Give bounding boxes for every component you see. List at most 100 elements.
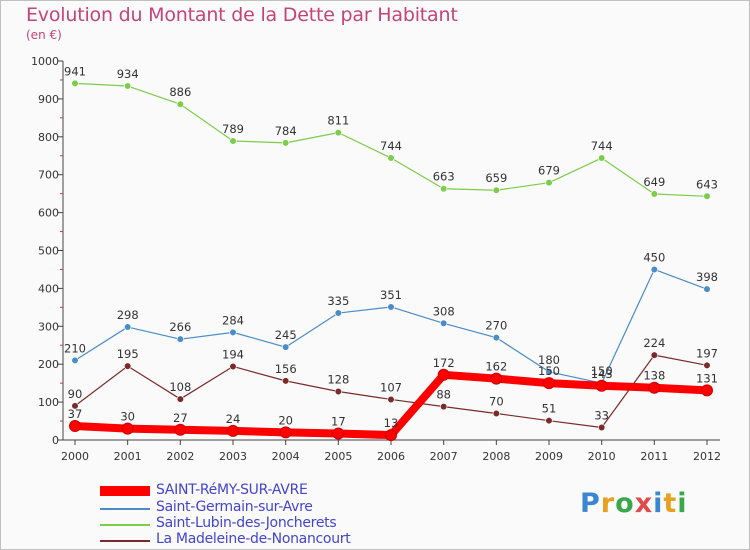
- legend-item-la-madeleine: La Madeleine-de-Nonancourt: [100, 531, 400, 549]
- data-label: 70: [489, 394, 504, 408]
- data-label: 20: [278, 413, 293, 427]
- data-label: 51: [542, 402, 557, 416]
- data-label: 335: [327, 294, 349, 308]
- data-label: 162: [485, 360, 507, 374]
- data-label: 107: [380, 380, 402, 394]
- data-point: [387, 395, 395, 404]
- data-label: 679: [538, 164, 560, 178]
- data-point: [648, 381, 661, 394]
- data-point: [703, 285, 711, 293]
- y-tick-label: 400: [38, 282, 59, 295]
- data-point: [598, 423, 606, 432]
- data-point: [71, 356, 79, 365]
- data-point: [282, 377, 290, 385]
- data-label: 270: [485, 319, 507, 333]
- data-point: [385, 429, 397, 442]
- x-tick-label: 2003: [219, 450, 247, 463]
- data-label: 649: [643, 175, 665, 189]
- data-label: 298: [117, 308, 139, 322]
- data-label: 143: [591, 367, 613, 381]
- data-point: [282, 343, 290, 351]
- data-point: [492, 186, 500, 194]
- data-label: 131: [696, 371, 718, 385]
- data-label: 24: [226, 412, 241, 426]
- x-tick-label: 2006: [377, 450, 405, 463]
- data-label: 180: [538, 353, 560, 367]
- data-label: 17: [331, 415, 346, 429]
- data-point: [279, 426, 292, 439]
- legend-item-saint-lubin: Saint-Lubin-des-Joncherets: [100, 515, 400, 533]
- data-point: [490, 372, 503, 385]
- data-point: [229, 328, 237, 336]
- data-point: [71, 79, 79, 87]
- data-point: [650, 351, 658, 359]
- y-tick-label: 900: [38, 93, 59, 106]
- data-label: 150: [591, 364, 613, 378]
- data-label: 284: [222, 313, 244, 327]
- data-label: 784: [275, 124, 297, 138]
- data-label: 30: [120, 410, 135, 424]
- data-point: [176, 100, 184, 108]
- data-point: [124, 82, 132, 90]
- data-point: [543, 377, 555, 390]
- legend-swatch-saint-lubin: [100, 524, 150, 526]
- data-point: [437, 368, 450, 381]
- data-point: [545, 417, 553, 425]
- data-label: 744: [380, 139, 402, 153]
- data-label: 308: [433, 304, 455, 318]
- data-label: 744: [591, 139, 613, 153]
- data-point: [174, 423, 187, 436]
- data-point: [598, 154, 606, 162]
- data-point: [440, 185, 448, 193]
- data-label: 663: [433, 170, 455, 184]
- data-point: [595, 379, 608, 392]
- data-point: [332, 427, 345, 440]
- data-label: 90: [68, 387, 83, 401]
- data-label: 33: [594, 408, 609, 422]
- data-label: 266: [169, 320, 191, 334]
- data-label: 156: [275, 362, 297, 376]
- legend-label-saint-lubin: Saint-Lubin-des-Joncherets: [156, 515, 337, 531]
- data-point: [229, 362, 237, 371]
- data-point: [176, 335, 184, 343]
- data-label: 934: [117, 67, 139, 81]
- data-label: 108: [169, 380, 191, 394]
- data-label: 450: [643, 250, 665, 264]
- data-label: 941: [64, 64, 86, 78]
- x-tick-label: 2001: [114, 450, 142, 463]
- legend-item-saint-remy: SAINT-RéMY-SUR-AVRE: [100, 482, 400, 500]
- data-point: [701, 384, 713, 397]
- data-label: 194: [222, 347, 244, 361]
- x-tick-label: 2009: [535, 450, 563, 463]
- x-tick-label: 2007: [430, 450, 458, 463]
- legend-swatch-saint-remy: [100, 486, 150, 496]
- data-point: [387, 154, 395, 162]
- data-point: [69, 419, 81, 432]
- data-label: 210: [64, 341, 86, 355]
- y-tick-label: 0: [52, 434, 59, 447]
- y-tick-label: 1000: [31, 55, 59, 68]
- y-tick-label: 700: [38, 169, 59, 182]
- data-label: 245: [275, 328, 297, 342]
- data-label: 789: [222, 122, 244, 136]
- data-label: 398: [696, 270, 718, 284]
- data-point: [650, 190, 658, 198]
- data-label: 27: [173, 411, 188, 425]
- data-label: 195: [117, 347, 139, 361]
- legend-swatch-la-madeleine: [100, 540, 150, 542]
- legend-label-la-madeleine: La Madeleine-de-Nonancourt: [156, 531, 351, 547]
- data-point: [545, 368, 553, 376]
- x-tick-label: 2008: [482, 450, 510, 463]
- data-point: [227, 424, 239, 437]
- legend-swatch-saint-germain: [100, 508, 150, 510]
- data-point: [282, 139, 290, 147]
- y-tick-label: 800: [38, 131, 59, 144]
- data-point: [703, 192, 711, 200]
- data-label: 138: [643, 369, 665, 383]
- x-tick-label: 2002: [166, 450, 194, 463]
- y-tick-label: 200: [38, 358, 59, 371]
- data-label: 886: [169, 85, 191, 99]
- data-point: [121, 422, 134, 435]
